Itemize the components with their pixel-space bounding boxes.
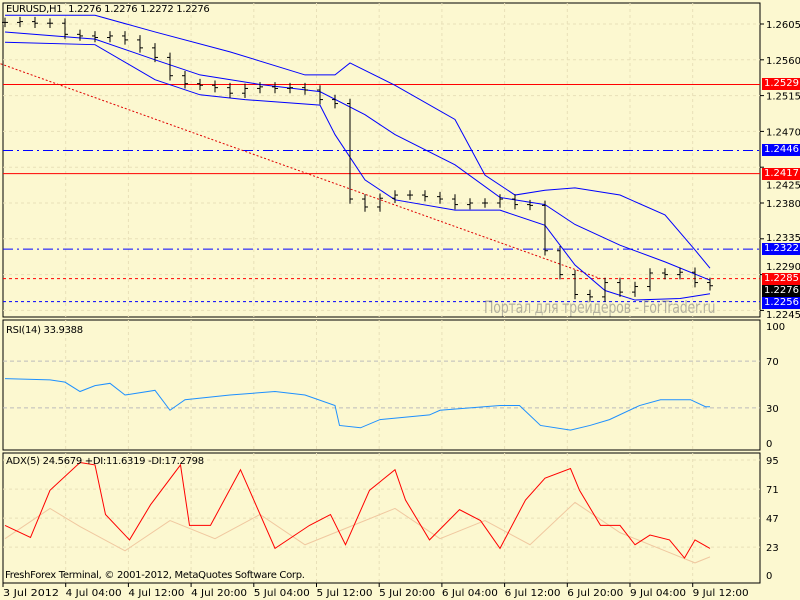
price-bar	[107, 31, 113, 43]
price-axis-label: 1.2515	[766, 92, 800, 103]
price-bar	[347, 98, 353, 204]
adx-axis-label: 47	[766, 514, 779, 525]
main-pane	[2, 2, 761, 318]
rsi-line	[4, 378, 710, 431]
adx-axis-label: 23	[766, 543, 779, 554]
price-bar	[167, 52, 173, 81]
time-axis-label: 5 Jul 20:00	[379, 588, 435, 599]
adx-axis-label: 95	[766, 456, 779, 467]
price-bar	[497, 194, 503, 208]
watermark: Портал для трейдеров - ForTrader.ru	[484, 298, 716, 318]
time-axis-label: 3 Jul 2012	[3, 588, 59, 599]
price-bar	[17, 16, 23, 28]
price-bar	[2, 17, 8, 28]
price-bar	[692, 267, 698, 288]
price-bar	[257, 82, 263, 94]
price-bar	[452, 194, 458, 210]
price-bar	[137, 35, 143, 53]
price-bar	[362, 194, 368, 212]
price-bar	[77, 29, 83, 41]
price-bar	[512, 194, 518, 210]
price-bar	[152, 43, 158, 63]
price-tag: 1.2276	[762, 284, 800, 297]
price-bar	[677, 267, 683, 280]
rsi-axis-label: 0	[766, 439, 772, 450]
price-bar	[527, 199, 533, 211]
price-bar	[197, 78, 203, 91]
time-axis-label: 6 Jul 20:00	[567, 588, 623, 599]
price-tag: 1.2256	[762, 296, 800, 309]
symbol-info: EURUSD,H1 1.2276 1.2276 1.2272 1.2276	[6, 4, 210, 15]
price-bar	[392, 190, 398, 204]
price-tag: 1.2285	[762, 272, 800, 285]
time-axis-label: 5 Jul 12:00	[317, 588, 373, 599]
adx-label: ADX(5) 24.5679 +DI:11.6319 -DI:17.2798	[6, 456, 204, 467]
time-axis-label: 4 Jul 20:00	[191, 588, 247, 599]
adx-adx-line	[4, 461, 711, 559]
price-bar	[272, 82, 278, 94]
adx-axis-label: 0	[766, 571, 772, 582]
price-tag: 1.2322	[762, 243, 800, 256]
price-bar	[482, 198, 488, 208]
price-axis-label: 1.2605	[766, 20, 800, 31]
price-axis-label: 1.2560	[766, 56, 800, 67]
price-bar	[332, 94, 338, 109]
price-bar	[47, 18, 53, 28]
ohlc-values: 1.2276 1.2276 1.2272 1.2276	[68, 4, 210, 15]
time-axis-label: 5 Jul 04:00	[254, 588, 310, 599]
price-bar	[617, 277, 623, 297]
price-bar	[587, 289, 593, 302]
price-bar	[437, 191, 443, 204]
price-bar	[122, 31, 128, 45]
bollinger-upper	[5, 14, 711, 269]
time-axis-label: 6 Jul 12:00	[505, 588, 561, 599]
rsi-label: RSI(14) 33.9388	[6, 325, 83, 336]
price-bar	[572, 269, 578, 300]
price-tag: 1.2417	[762, 167, 800, 180]
price-bar	[557, 245, 563, 280]
price-axis-label: 1.2245	[766, 310, 800, 321]
price-bar	[407, 190, 413, 200]
price-bar	[182, 70, 188, 89]
price-bar	[32, 16, 38, 28]
rsi-axis-label: 70	[766, 357, 779, 368]
price-axis-label: 1.2425	[766, 181, 800, 192]
price-tag: 1.2529	[762, 78, 800, 91]
price-bar	[227, 82, 233, 98]
price-axis-label: 1.2470	[766, 127, 800, 138]
price-bar	[212, 80, 218, 93]
rsi-axis-label: 30	[766, 404, 779, 415]
price-bar	[707, 277, 713, 291]
price-bar	[317, 85, 323, 105]
price-bar	[602, 277, 608, 302]
price-bar	[422, 190, 428, 202]
price-bar	[377, 193, 383, 212]
price-bar	[632, 281, 638, 297]
time-axis-label: 6 Jul 04:00	[442, 588, 498, 599]
price-axis-label: 1.2290	[766, 262, 800, 273]
price-axis-label: 1.2380	[766, 199, 800, 210]
rsi-axis-label: 100	[766, 322, 785, 333]
copyright-text: FreshForex Terminal, © 2001-2012, MetaQu…	[5, 570, 305, 581]
time-axis-label: 4 Jul 04:00	[66, 588, 122, 599]
price-bar	[662, 268, 668, 280]
price-tag: 1.2446	[762, 144, 800, 157]
price-bar	[242, 83, 248, 98]
price-bar	[92, 31, 98, 43]
rsi-pane	[2, 319, 761, 451]
price-bar	[287, 82, 293, 94]
symbol-label: EURUSD,H1	[6, 4, 63, 15]
price-bar	[467, 198, 473, 210]
price-bar	[62, 18, 68, 40]
price-bar	[302, 82, 308, 95]
price-bar	[542, 200, 548, 256]
adx-axis-label: 71	[766, 485, 779, 496]
time-axis-label: 4 Jul 12:00	[128, 588, 184, 599]
price-bar	[647, 268, 653, 292]
time-axis-label: 9 Jul 04:00	[630, 588, 686, 599]
price-axis-label: 1.2335	[766, 233, 800, 244]
time-axis-label: 9 Jul 12:00	[693, 588, 749, 599]
